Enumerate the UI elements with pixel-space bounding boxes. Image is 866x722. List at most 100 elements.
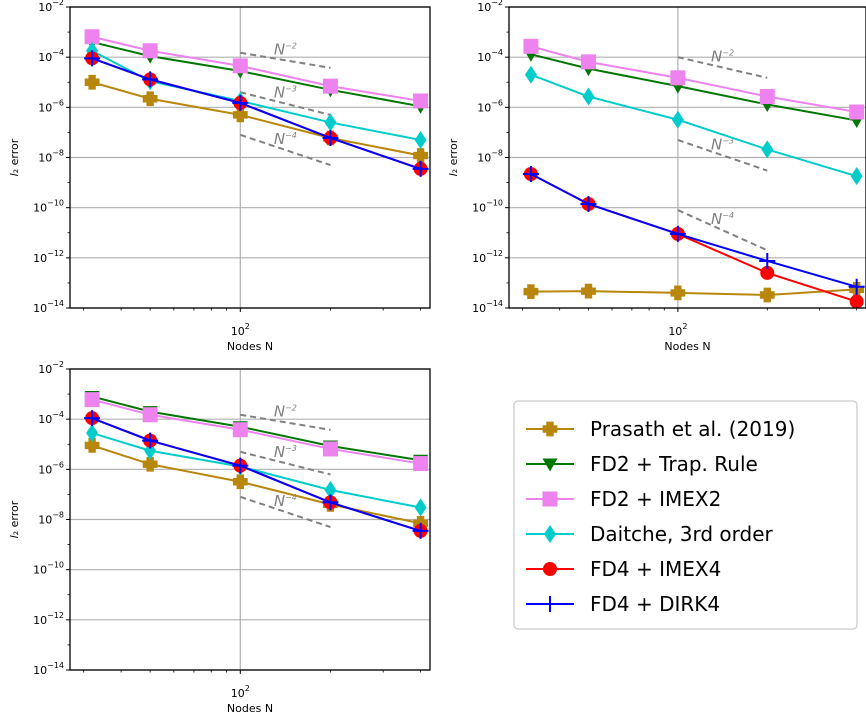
- reference-label: N−4: [711, 210, 734, 228]
- y-tick-label: 10−6: [38, 98, 64, 114]
- reference-label: N−3: [274, 443, 297, 461]
- data-point-fd2-imex2: [142, 43, 158, 59]
- legend-marker: [542, 491, 558, 507]
- series-line-prasath-et-al-2019: [91, 444, 421, 525]
- legend-label: FD2 + Trap. Rule: [590, 452, 758, 476]
- series-line-fd2-imex2: [91, 35, 421, 102]
- y-tick-label: 10−4: [38, 48, 64, 64]
- legend-entry-fd4-imex4: FD4 + IMEX4: [526, 557, 721, 581]
- data-point-daitche-3rd-order: [582, 87, 595, 106]
- reference-label: N−4: [274, 130, 297, 148]
- data-point-prasath-et-al-2019: [84, 74, 100, 90]
- data-point-prasath-et-al-2019: [232, 107, 248, 123]
- y-tick-label: 10−2: [38, 0, 64, 14]
- y-tick-label: 10−14: [33, 661, 64, 677]
- y-tick-label: 10−4: [477, 48, 503, 64]
- reference-label: N−3: [711, 135, 734, 153]
- y-tick-label: 10−12: [33, 611, 64, 627]
- x-axis-title: Nodes N: [227, 702, 273, 715]
- data-point-fd4-dirk4: [232, 94, 249, 111]
- reference-line-n2: [240, 413, 331, 431]
- legend-label: FD4 + DIRK4: [590, 592, 720, 616]
- data-point-fd2-imex2: [759, 89, 775, 105]
- x-axis-title: Nodes N: [664, 340, 710, 353]
- data-point-fd4-dirk4: [322, 494, 339, 511]
- data-point-fd4-dirk4: [84, 410, 101, 427]
- reference-label: N−2: [711, 47, 734, 65]
- data-point-fd2-imex2: [580, 54, 596, 70]
- y-tick-label: 10−14: [33, 299, 64, 315]
- panel-bottom-left: N−2 N−3 N−4 10−14 10−12 10−10 10−8 10−6 10−4 10−2…: [8, 360, 431, 715]
- data-point-fd4-dirk4: [142, 432, 159, 449]
- legend-marker: [543, 562, 557, 576]
- data-point-fd2-imex2: [84, 392, 100, 408]
- data-point-prasath-et-al-2019: [523, 284, 539, 300]
- data-point-fd2-imex2: [322, 78, 338, 94]
- reference-line-n3: [677, 139, 768, 172]
- y-tick-label: 10−10: [33, 199, 64, 215]
- y-tick-label: 10−8: [477, 149, 503, 165]
- data-point-daitche-3rd-order: [414, 130, 427, 149]
- reference-line-n4: [239, 495, 331, 528]
- reference-line-n3: [240, 91, 331, 116]
- data-point-daitche-3rd-order: [850, 167, 863, 186]
- data-point-fd4-imex4: [760, 265, 775, 280]
- data-point-prasath-et-al-2019: [581, 283, 596, 299]
- data-point-fd4-dirk4: [142, 71, 159, 88]
- data-point-daitche-3rd-order: [324, 113, 337, 132]
- panel-top-right: N−2 N−3 N−4 10−14 10−12 10−10 10−8 10−6 10−4 10−2…: [447, 0, 866, 353]
- reference-line-n4: [677, 209, 768, 252]
- data-point-daitche-3rd-order: [414, 498, 427, 517]
- data-point-daitche-3rd-order: [86, 424, 99, 443]
- data-point-daitche-3rd-order: [324, 480, 337, 499]
- data-point-fd4-dirk4: [522, 165, 539, 182]
- series-line-daitche-3rd-order: [91, 432, 421, 509]
- y-tick-label: 10−10: [33, 561, 64, 577]
- y-tick-label: 10−4: [38, 410, 64, 426]
- data-point-fd4-imex4: [849, 294, 864, 309]
- legend-label: FD4 + IMEX4: [590, 557, 721, 581]
- panel-top-left: N−2 N−3 N−4 10−14 10−12 10−10 10−8 10−6 10−4 10−2…: [8, 0, 431, 353]
- data-point-fd4-dirk4: [412, 522, 429, 539]
- reference-line-n3: [240, 450, 331, 476]
- series-line-prasath-et-al-2019: [530, 288, 857, 296]
- legend-marker: [544, 525, 556, 543]
- data-point-fd4-dirk4: [322, 129, 339, 146]
- legend-marker: [542, 596, 558, 612]
- legend-entry-prasath-et-al-2019: Prasath et al. (2019): [526, 417, 795, 441]
- data-point-fd2-imex2: [523, 38, 539, 54]
- data-point-fd4-dirk4: [84, 50, 101, 67]
- data-point-prasath-et-al-2019: [670, 285, 686, 301]
- series-line-fd2-trap-rule: [91, 395, 421, 462]
- reference-label: N−4: [274, 492, 297, 510]
- x-tick-label: 102: [231, 684, 250, 700]
- x-axis-title: Nodes N: [227, 340, 273, 353]
- series-line-fd4-dirk4: [530, 173, 857, 288]
- x-tick-label: 102: [668, 322, 687, 338]
- series-line-fd2-imex2: [530, 45, 857, 114]
- y-tick-label: 10−14: [472, 299, 503, 315]
- y-tick-label: 10−2: [477, 0, 503, 14]
- reference-line-n2: [677, 56, 768, 79]
- legend-marker: [542, 421, 558, 437]
- y-tick-label: 10−6: [38, 460, 64, 476]
- data-point-fd2-imex2: [849, 104, 865, 120]
- data-point-fd2-imex2: [232, 58, 248, 74]
- data-point-prasath-et-al-2019: [413, 148, 428, 163]
- data-point-prasath-et-al-2019: [232, 474, 248, 490]
- data-point-fd4-dirk4: [580, 196, 597, 213]
- series-line-fd2-trap-rule: [530, 53, 857, 122]
- legend-frame: [513, 400, 858, 630]
- data-point-fd4-dirk4: [669, 225, 686, 242]
- legend-label: Daitche, 3rd order: [590, 522, 774, 546]
- y-tick-label: 10−2: [38, 360, 64, 376]
- y-tick-label: 10−10: [472, 199, 503, 215]
- y-tick-label: 10−8: [38, 511, 64, 527]
- data-point-fd4-dirk4: [232, 457, 249, 474]
- data-point-fd2-imex2: [322, 441, 338, 457]
- reference-label: N−2: [274, 402, 297, 420]
- data-point-fd4-dirk4: [848, 278, 865, 295]
- y-axis-title: l₂ error: [8, 500, 21, 538]
- data-point-prasath-et-al-2019: [142, 91, 158, 107]
